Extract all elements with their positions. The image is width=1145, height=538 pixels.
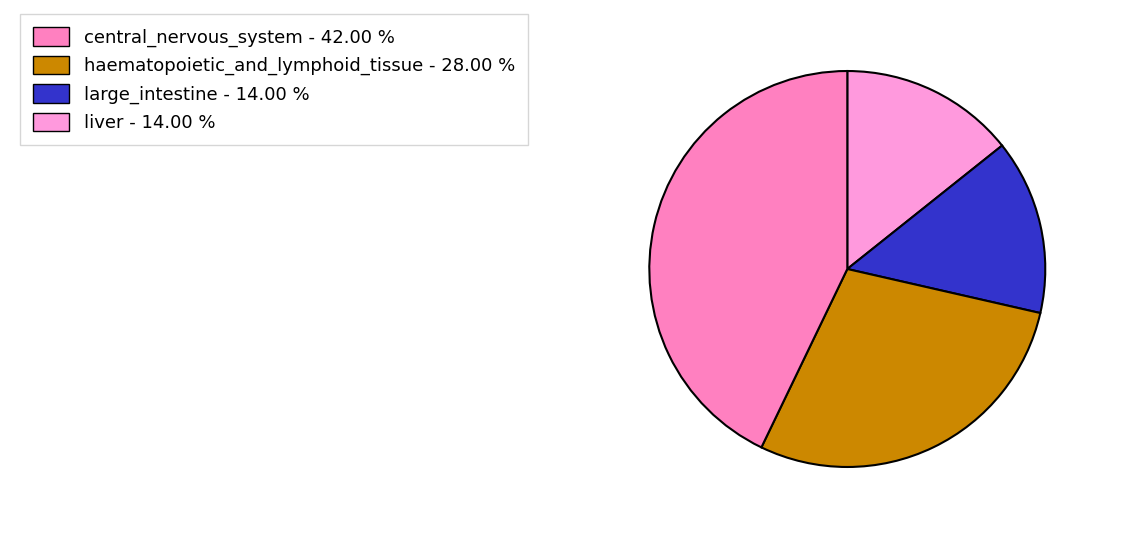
Legend: central_nervous_system - 42.00 %, haematopoietic_and_lymphoid_tissue - 28.00 %, : central_nervous_system - 42.00 %, haemat… bbox=[21, 15, 528, 145]
Wedge shape bbox=[847, 146, 1045, 313]
Wedge shape bbox=[761, 269, 1041, 467]
Wedge shape bbox=[649, 71, 847, 448]
Wedge shape bbox=[847, 71, 1002, 269]
